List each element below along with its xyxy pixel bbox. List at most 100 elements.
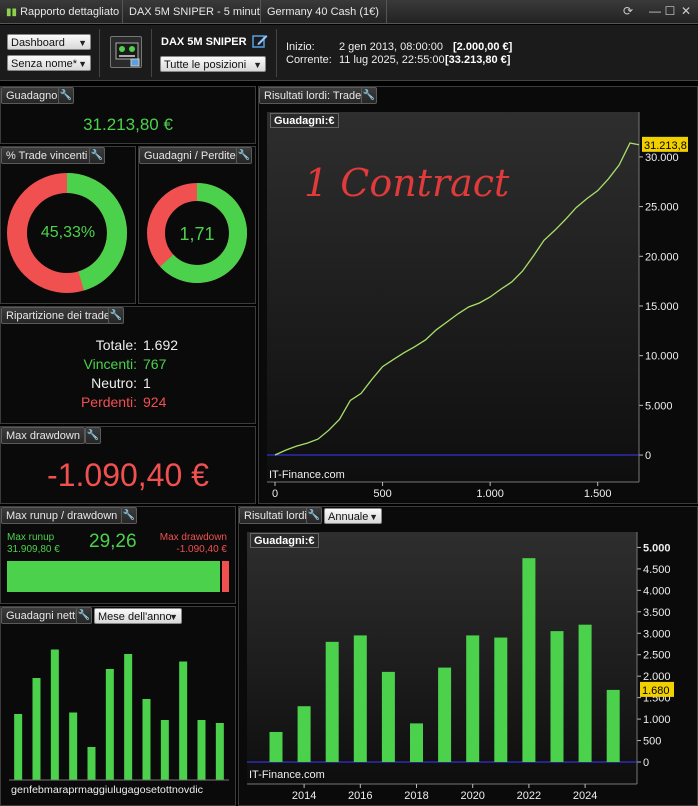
bar-2015 [325, 641, 339, 762]
system-name: DAX 5M SNIPER [161, 36, 247, 48]
chevron-down-icon: ▼ [369, 512, 378, 522]
profit-loss-donut [147, 183, 247, 283]
bar-ago [142, 699, 151, 780]
winners-value: 767 [143, 356, 167, 372]
divider [151, 29, 152, 77]
view-select[interactable]: Dashboard ▼ [7, 34, 91, 50]
bar-2024 [578, 624, 592, 762]
tab-detailed-report[interactable]: ▮▮ Rapporto dettagliato [0, 0, 123, 24]
bar-ott [179, 661, 188, 780]
panel-title: Guadagno [1, 87, 63, 104]
x-tick-label: 2014 [292, 790, 316, 802]
wrench-icon[interactable]: 🔧 [85, 427, 101, 444]
share-icon[interactable]: ⟳ [622, 4, 634, 18]
equity-chart-area [267, 112, 639, 482]
x-tick-label: 500 [373, 488, 391, 500]
divider [276, 29, 277, 77]
tab-system[interactable]: DAX 5M SNIPER - 5 minuti [123, 0, 261, 24]
win-rate-value: 45,33% [40, 224, 96, 241]
wrench-icon[interactable]: 🔧 [361, 87, 377, 104]
trading-system-icon[interactable] [110, 36, 142, 68]
drawdown-value: -1.090,40 € [176, 544, 227, 555]
y-tick-label: 10.000 [645, 351, 679, 363]
max-drawdown-panel: Max drawdown 🔧 -1.090,40 € [0, 426, 256, 504]
maximize-icon[interactable]: ☐ [664, 4, 676, 18]
bar-2022 [522, 558, 536, 762]
close-icon[interactable]: ✕ [680, 4, 692, 18]
winners-label: Vincenti: [83, 356, 137, 372]
y-tick-label: 30.000 [645, 152, 679, 164]
x-tick-label: 1.000 [476, 488, 504, 500]
chevron-down-icon: ▼ [78, 59, 87, 69]
annotation-text: 1 Contract [304, 161, 510, 205]
last-value-label: 31.213,8 [644, 140, 687, 152]
equity-panel: Risultati lordi: Trade 🔧 Guadagni:€ 1 Co… [258, 86, 698, 504]
name-select[interactable]: Senza nome* ▼ [7, 55, 91, 71]
bar-nov [197, 720, 206, 780]
panel-title: Risultati lordi [239, 507, 312, 524]
period-select[interactable]: Annuale ▼ [324, 508, 382, 524]
drawdown-bar [222, 561, 229, 592]
bar-dic [215, 723, 224, 780]
watermark: IT-Finance.com [249, 769, 325, 781]
wrench-icon[interactable]: 🔧 [108, 307, 124, 324]
donut-win-segment [147, 183, 247, 283]
last-value-badge [642, 136, 688, 152]
y-tick-label: 4.500 [643, 564, 671, 576]
panel-title: Guadagni / Perdite [139, 147, 241, 164]
wrench-icon[interactable]: 🔧 [58, 87, 74, 104]
wrench-icon[interactable]: 🔧 [121, 507, 137, 524]
monthly-profit-panel: Guadagni netti 🔧 Mese dell'anno ▼ genfebm… [0, 606, 236, 806]
x-tick-label: 2024 [573, 790, 597, 802]
equity-chart: 0 5.000 10.000 15.000 20.000 25.000 30.000 0 500… [267, 112, 688, 500]
total-value: 1.692 [143, 337, 179, 353]
runup-bar [7, 561, 220, 592]
y-tick-label: 1.000 [643, 714, 671, 726]
current-date: 11 lug 2025, 22:55:00 [339, 54, 445, 66]
last-value-label: 1.680 [642, 685, 670, 697]
total-label: Totale: [95, 337, 137, 353]
start-label: Inizio: [286, 41, 315, 53]
y-tick-label: 20.000 [645, 251, 679, 263]
bar-2023 [550, 631, 564, 762]
bar-mag [87, 747, 96, 780]
x-tick-label: 2016 [348, 790, 372, 802]
watermark: IT-Finance.com [269, 469, 345, 481]
chevron-down-icon: ▼ [78, 38, 87, 48]
bar-2013 [269, 731, 283, 762]
neutral-label: Neutro: [91, 375, 137, 391]
wrench-icon[interactable]: 🔧 [236, 147, 252, 164]
wrench-icon[interactable]: 🔧 [306, 507, 322, 524]
losers-value: 924 [143, 394, 167, 410]
last-value-badge [640, 681, 674, 697]
runup-label: Max runup [7, 532, 55, 543]
bar-2025 [606, 689, 620, 762]
y-tick-label: 5.000 [643, 542, 671, 554]
start-value: [2.000,00 €] [453, 41, 513, 53]
bar-2021 [494, 637, 508, 762]
x-tick-label: 2020 [460, 790, 484, 802]
runup-ratio: 29,26 [89, 531, 137, 552]
y-tick-label: 2.000 [643, 671, 671, 683]
toolbar: Dashboard ▼ Senza nome* ▼ DAX 5M SNIPER Tu… [0, 25, 698, 81]
chart-icon: ▮▮ [6, 7, 18, 18]
positions-select[interactable]: Tutte le posizioni ▼ [160, 56, 266, 72]
period-select[interactable]: Mese dell'anno ▼ [94, 608, 182, 624]
wrench-icon[interactable]: 🔧 [89, 147, 105, 164]
x-tick-label: 0 [272, 488, 278, 500]
title-bar: ▮▮ Rapporto dettagliato DAX 5M SNIPER - … [0, 0, 698, 24]
wrench-icon[interactable]: 🔧 [76, 607, 92, 624]
tab-instrument[interactable]: Germany 40 Cash (1€) [261, 0, 387, 24]
donut-win-segment [7, 173, 127, 293]
panel-title: Ripartizione dei trade [1, 307, 115, 324]
minimize-icon[interactable]: — [649, 4, 661, 18]
bar-gen [14, 714, 23, 780]
month-labels: genfebmaraprmaggiulugagosetottnovdic [11, 785, 203, 796]
divider [99, 29, 100, 77]
edit-icon[interactable] [252, 33, 268, 48]
chart-label: Guadagni:€ [270, 113, 339, 128]
chart-label: Guadagni:€ [250, 533, 319, 548]
start-date: 2 gen 2013, 08:00:00 [339, 41, 443, 53]
bar-mar [50, 649, 59, 780]
y-tick-label: 0 [643, 757, 649, 769]
